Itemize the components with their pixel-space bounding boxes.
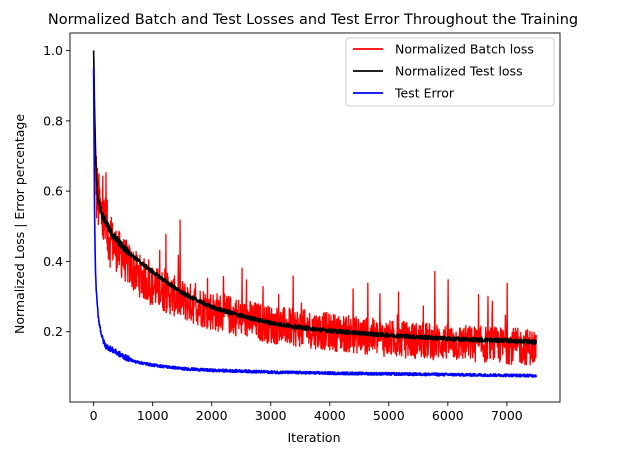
x-tick-label: 3000 [255,408,287,423]
series-line-3 [92,68,538,378]
series-line-2 [92,50,538,345]
y-axis-label: Normalized Loss | Error percentage [12,114,27,334]
series-layer [92,50,538,378]
x-tick-label: 7000 [491,408,523,423]
legend-label: Normalized Test loss [395,64,523,79]
x-tick-label: 1000 [137,408,169,423]
y-tick-label: 0.8 [43,113,63,128]
legend-label: Test Error [394,86,455,101]
legend-box [345,37,555,107]
chart-title: Normalized Batch and Test Losses and Tes… [48,12,578,28]
x-tick-label: 6000 [432,408,464,423]
y-tick-label: 0.6 [43,184,63,199]
x-tick-label: 2000 [196,408,228,423]
x-tick-label: 5000 [373,408,405,423]
y-tick-label: 0.4 [43,254,63,269]
y-tick-label: 0.2 [43,324,63,339]
legend: Normalized Batch loss Normalized Test los… [345,37,555,107]
x-tick-label: 4000 [314,408,346,423]
x-axis-label: Iteration [287,430,340,445]
axes-frame-rect [69,32,561,403]
legend-label: Normalized Batch loss [395,42,534,57]
axes-frame [69,32,561,403]
ticks: 0 1000 2000 3000 4000 5000 6000 7000 0.2 0.4 0.6 0.… [43,43,523,423]
y-tick-label: 1.0 [43,43,63,58]
x-tick-label: 0 [90,408,98,423]
series-line-1 [92,50,538,366]
